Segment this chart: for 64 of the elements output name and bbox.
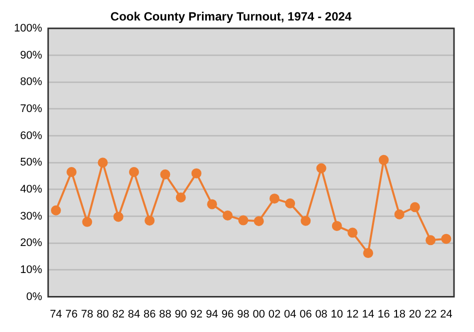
point bbox=[176, 192, 186, 202]
x-tick-label: 98 bbox=[237, 308, 250, 320]
x-tick-label: 18 bbox=[393, 308, 406, 320]
point bbox=[254, 216, 264, 226]
y-tick-label: 80% bbox=[20, 76, 42, 88]
point bbox=[378, 154, 389, 165]
y-tick-label: 10% bbox=[20, 264, 42, 276]
point bbox=[113, 212, 124, 222]
x-tick-label: 78 bbox=[81, 308, 94, 320]
x-tick-label: 08 bbox=[315, 308, 328, 320]
x-tick-label: 74 bbox=[50, 308, 62, 320]
x-tick-label: 94 bbox=[206, 308, 218, 320]
x-tick-label: 80 bbox=[96, 308, 109, 320]
point bbox=[160, 169, 170, 180]
point bbox=[82, 216, 92, 227]
point bbox=[332, 220, 342, 231]
x-tick-label: 20 bbox=[408, 308, 422, 320]
chart-title: Cook County Primary Turnout, 1974 - 2024 bbox=[110, 10, 352, 24]
y-tick-label: 90% bbox=[20, 49, 42, 62]
point bbox=[441, 234, 452, 244]
point bbox=[269, 194, 280, 204]
x-tick-label: 84 bbox=[128, 308, 140, 320]
point bbox=[207, 199, 218, 210]
y-tick-label: 20% bbox=[20, 237, 42, 250]
point bbox=[66, 166, 77, 177]
point bbox=[316, 163, 326, 174]
point bbox=[410, 202, 420, 212]
x-tick-label: 00 bbox=[252, 308, 265, 320]
x-tick-label: 96 bbox=[222, 308, 234, 320]
x-tick-label: 92 bbox=[190, 308, 203, 320]
x-tick-label: 88 bbox=[159, 308, 172, 320]
point bbox=[128, 166, 139, 177]
point bbox=[394, 209, 404, 220]
y-tick-label: 70% bbox=[20, 102, 42, 115]
x-tick-label: 24 bbox=[440, 308, 452, 320]
point bbox=[144, 216, 155, 226]
x-tick-label: 90 bbox=[174, 308, 187, 320]
y-tick-label: 30% bbox=[20, 210, 42, 222]
point bbox=[222, 210, 233, 220]
point bbox=[191, 168, 202, 178]
y-tick-label: 100% bbox=[14, 22, 42, 34]
x-tick-label: 12 bbox=[346, 308, 359, 320]
point bbox=[50, 205, 61, 216]
y-tick-label: 50% bbox=[20, 156, 42, 169]
x-tick-label: 14 bbox=[362, 308, 374, 320]
x-tick-label: 16 bbox=[378, 308, 390, 320]
point bbox=[285, 198, 296, 208]
y-tick-label: 40% bbox=[20, 183, 42, 196]
y-tick-label: 60% bbox=[20, 130, 42, 142]
x-tick-label: 02 bbox=[268, 308, 281, 320]
x-tick-label: 86 bbox=[143, 308, 156, 320]
point bbox=[426, 235, 436, 246]
x-tick-label: 22 bbox=[424, 308, 437, 320]
x-tick-label: 06 bbox=[300, 308, 312, 320]
point bbox=[238, 215, 248, 226]
x-tick-label: 10 bbox=[330, 308, 344, 320]
point bbox=[300, 216, 311, 226]
point bbox=[363, 248, 374, 258]
x-tick-label: 82 bbox=[112, 308, 125, 320]
point bbox=[348, 228, 358, 238]
point bbox=[98, 158, 108, 168]
x-tick-label: 04 bbox=[284, 308, 296, 320]
x-tick-label: 76 bbox=[65, 308, 78, 320]
y-tick-label: 0% bbox=[26, 290, 42, 303]
